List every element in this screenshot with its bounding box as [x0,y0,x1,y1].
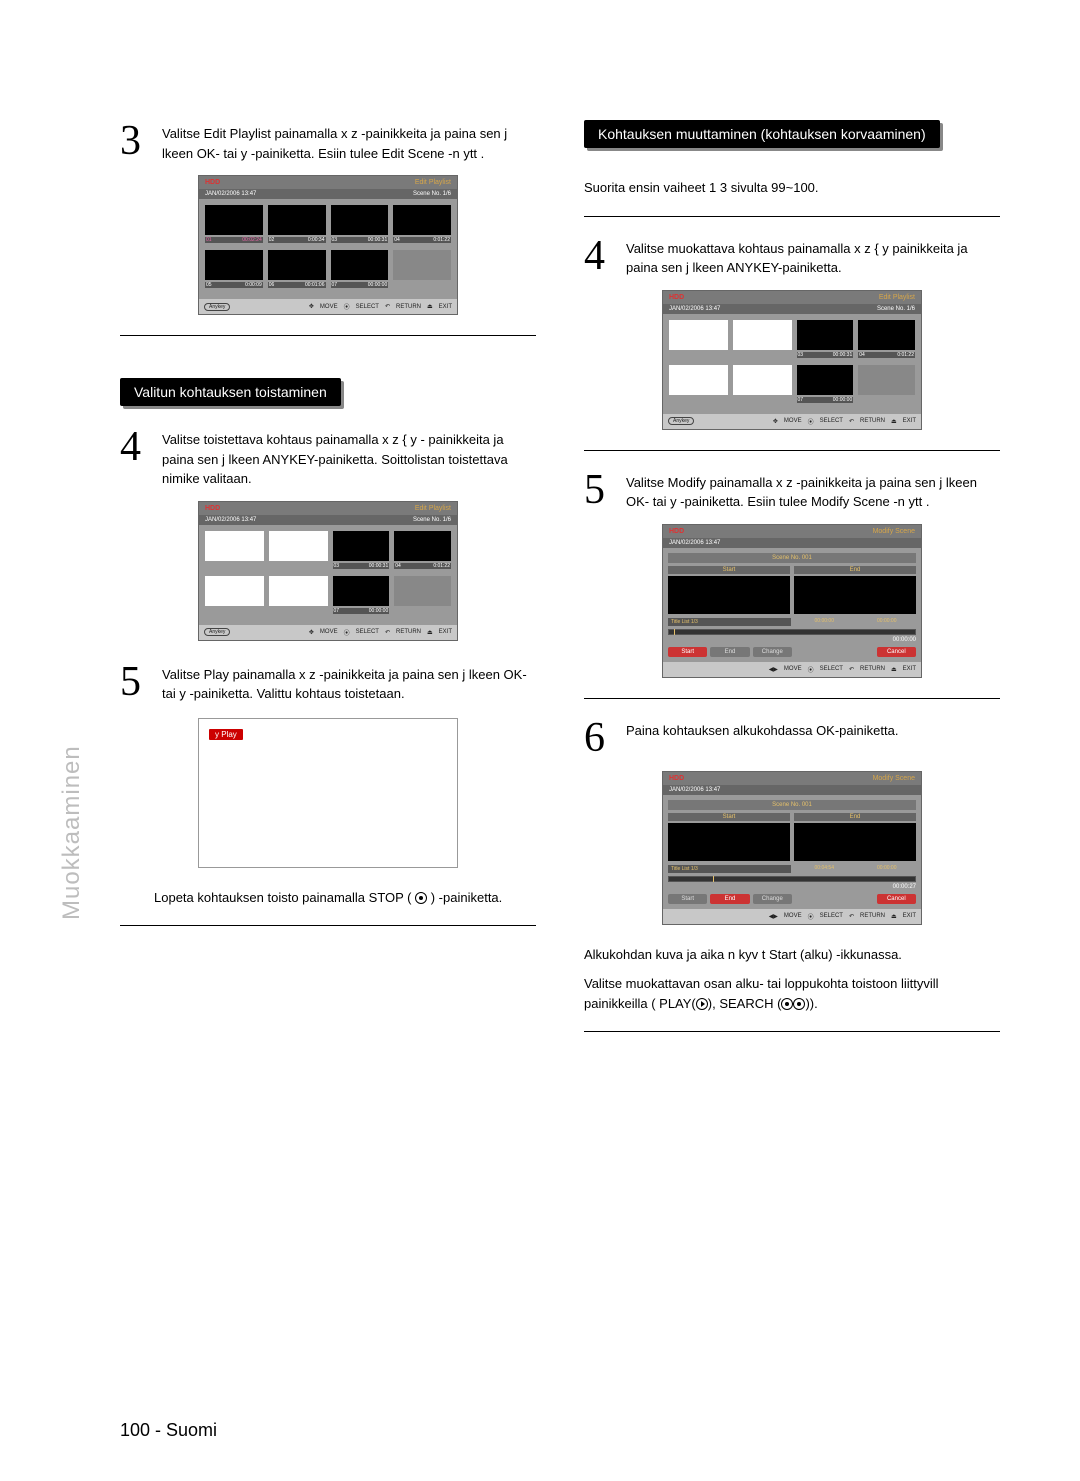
mode-label: Edit Playlist [415,179,451,186]
side-section-label: Muokkaaminen [58,745,86,920]
step-3: 3 Valitse Edit Playlist painamalla x z -… [120,120,536,163]
step-number: 3 [120,120,150,163]
step-4-left: 4 Valitse toistettava kohtaus painamalla… [120,426,536,489]
device-screen-modify-2: HDD Modify Scene JAN/02/2006 13:47 Scene… [662,771,922,925]
device-screen-edit-playlist-1: HDD Edit Playlist JAN/02/2006 13:47 Scen… [198,175,458,315]
step-text: Valitse Modify painamalla x z -painikkei… [626,469,1000,512]
step-text: Valitse Play painamalla x z -painikkeita… [162,661,536,704]
change-btn: Change [753,647,792,657]
start-btn: Start [668,894,707,904]
cancel-btn: Cancel [877,647,916,657]
heading-modify: Kohtauksen muuttaminen (kohtauksen korva… [584,120,940,148]
step-text: Valitse Edit Playlist painamalla x z -pa… [162,120,536,163]
scene-number: Scene No. 1/6 [413,191,451,197]
cancel-btn: Cancel [877,894,916,904]
page-number: 100 - Suomi [120,1420,217,1441]
step-text: Valitse muokattava kohtaus painamalla x … [626,235,1000,278]
left-column: 3 Valitse Edit Playlist painamalla x z -… [120,120,536,1050]
play-icon [696,998,708,1010]
step-number: 5 [584,469,614,512]
after-step6-note-b: Valitse muokattavan osan alku- tai loppu… [584,974,1000,1013]
after-step6-note-a: Alkukohdan kuva ja aika n kyv t Start (a… [584,945,1000,965]
step-number: 4 [120,426,150,489]
step-text: Paina kohtauksen alkukohdassa OK-painike… [626,717,898,759]
device-screen-edit-playlist-2: HDD Edit Playlist JAN/02/2006 13:47 Scen… [198,501,458,641]
step-5-left: 5 Valitse Play painamalla x z -painikkei… [120,661,536,704]
change-btn: Change [753,894,792,904]
search-fwd-icon [793,998,805,1010]
anykey-btn: Anykey [204,303,230,311]
step-text: Valitse toistettava kohtaus painamalla x… [162,426,536,489]
timestamp: JAN/02/2006 13:47 [205,191,256,197]
device-screen-modify-1: HDD Modify Scene JAN/02/2006 13:47 Scene… [662,524,922,678]
playback-screen: y Play [198,718,458,868]
stop-note: Lopeta kohtauksen toisto painamalla STOP… [154,888,536,908]
step-4-right: 4 Valitse muokattava kohtaus painamalla … [584,235,1000,278]
step-number: 5 [120,661,150,704]
device-screen-edit-playlist-3: HDD Edit Playlist JAN/02/2006 13:47 Scen… [662,290,922,430]
right-column: Kohtauksen muuttaminen (kohtauksen korva… [584,120,1000,1050]
intro-text: Suorita ensin vaiheet 1 3 sivulta 99~100… [584,178,1000,198]
play-indicator: y Play [209,729,243,740]
end-btn: End [710,647,749,657]
step-5-right: 5 Valitse Modify painamalla x z -painikk… [584,469,1000,512]
heading-playback: Valitun kohtauksen toistaminen [120,378,341,406]
stop-icon [415,892,427,904]
step-6-right: 6 Paina kohtauksen alkukohdassa OK-paini… [584,717,1000,759]
step-number: 4 [584,235,614,278]
hdd-label: HDD [205,179,220,186]
end-btn: End [710,894,749,904]
step-number: 6 [584,717,614,759]
start-btn: Start [668,647,707,657]
search-back-icon [781,998,793,1010]
